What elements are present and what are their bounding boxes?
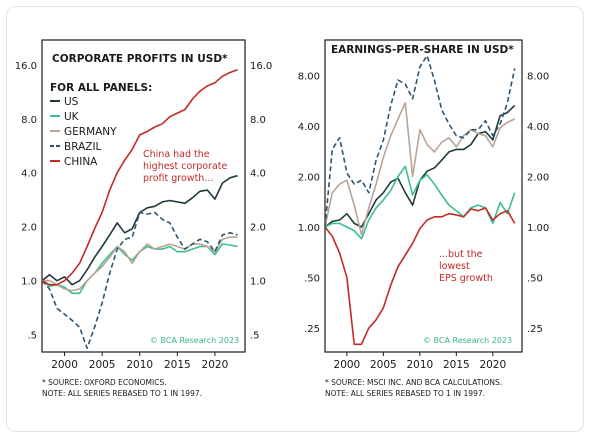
left-legend: FOR ALL PANELS: US UK GERMANY BRAZIL CHI… [50,82,152,168]
left-ytick-right-label: 4.0 [250,169,266,180]
left-xtick-label: 2015 [164,359,191,371]
right-ytick-right-label: 2.00 [527,172,549,183]
right-xtick-label: 2000 [334,359,361,371]
left-series-china [42,69,238,286]
right-ytick-right-label: 1.00 [527,223,549,234]
right-series-germany [325,101,516,236]
left-series-brazil [42,211,238,350]
left-footnote-note: NOTE: ALL SERIES REBASED TO 1 IN 1997. [42,389,202,398]
left-series-germany [42,236,238,292]
left-ytick-right-label: 8.0 [250,115,266,126]
legend-label-china: CHINA [64,156,98,168]
left-annotation-line-1: China had the [143,149,210,160]
left-ytick-left-label: 16.0 [15,61,37,72]
legend-label-germany: GERMANY [64,126,117,138]
right-annotation: ...but the lowest EPS growth [439,249,493,284]
left-panel-frame [41,39,246,353]
left-ytick-right-label: 16.0 [250,61,272,72]
right-xtick-label: 2010 [406,359,433,371]
legend-label-us: US [64,96,79,108]
left-annotation-line-2: highest corporate [143,161,227,172]
right-annotation-line-1: ...but the [439,249,483,260]
right-xtick-label: 2020 [479,359,506,371]
right-ytick-left-label: 8.00 [298,71,320,82]
right-ytick-left-label: 1.00 [298,223,320,234]
left-ytick-right-label: 2.0 [250,223,266,234]
left-ytick-left-label: 8.0 [21,115,37,126]
legend-header: FOR ALL PANELS: [50,82,152,94]
right-ytick-left-label: .25 [304,324,320,335]
left-xtick-label: 2020 [202,359,229,371]
right-series-lines [325,54,516,346]
left-series-lines [42,69,238,350]
left-ytick-left-label: 4.0 [21,169,37,180]
right-x-axis: 2000 2005 2010 2015 2020 [334,352,506,371]
legend-label-brazil: BRAZIL [64,141,102,153]
right-series-uk [325,165,516,240]
left-annotation-line-3: profit growth... [143,173,213,184]
left-ytick-left-label: .5 [27,331,37,342]
right-ytick-right-label: 4.00 [527,122,549,133]
right-footnote-note: NOTE: ALL SERIES REBASED TO 1 IN 1997. [325,389,485,398]
left-x-axis: 2000 2005 2010 2015 2020 [51,352,228,371]
right-ytick-right-label: .50 [527,274,543,285]
right-ytick-left-label: .50 [304,274,320,285]
right-ytick-right-label: .25 [527,324,543,335]
right-ytick-right-label: 8.00 [527,71,549,82]
right-xtick-label: 2015 [443,359,470,371]
left-ytick-left-label: 1.0 [21,277,37,288]
left-xtick-label: 2000 [51,359,78,371]
left-annotation: China had the highest corporate profit g… [143,149,227,184]
right-ytick-left-label: 2.00 [298,172,320,183]
left-y-axis-right: 16.0 8.0 4.0 2.0 1.0 .5 [250,61,272,342]
left-panel-title: CORPORATE PROFITS IN USD* [52,53,228,65]
left-xtick-label: 2005 [89,359,116,371]
right-watermark: © BCA Research 2023 [423,336,512,345]
left-ytick-left-label: 2.0 [21,223,37,234]
left-y-axis-left: 16.0 8.0 4.0 2.0 1.0 .5 [15,61,37,342]
right-y-axis-left: 8.00 4.00 2.00 1.00 .50 .25 [298,71,320,335]
right-y-axis-right: 8.00 4.00 2.00 1.00 .50 .25 [527,71,549,335]
right-series-brazil [325,54,516,228]
right-series-china [325,207,516,346]
left-xtick-label: 2010 [126,359,153,371]
right-ytick-left-label: 4.00 [298,122,320,133]
left-ytick-right-label: .5 [250,331,260,342]
left-footnote-source: * SOURCE: OXFORD ECONOMICS. [42,378,167,387]
left-ytick-right-label: 1.0 [250,277,266,288]
right-panel-title: EARNINGS-PER-SHARE IN USD* [331,44,514,56]
right-annotation-line-3: EPS growth [439,273,493,284]
right-panel-frame [324,39,523,353]
left-watermark: © BCA Research 2023 [150,336,239,345]
right-xtick-label: 2005 [370,359,397,371]
right-annotation-line-2: lowest [439,261,470,272]
right-footnote-source: * SOURCE: MSCI INC. AND BCA CALCULATIONS… [325,378,502,387]
legend-label-uk: UK [64,111,80,123]
